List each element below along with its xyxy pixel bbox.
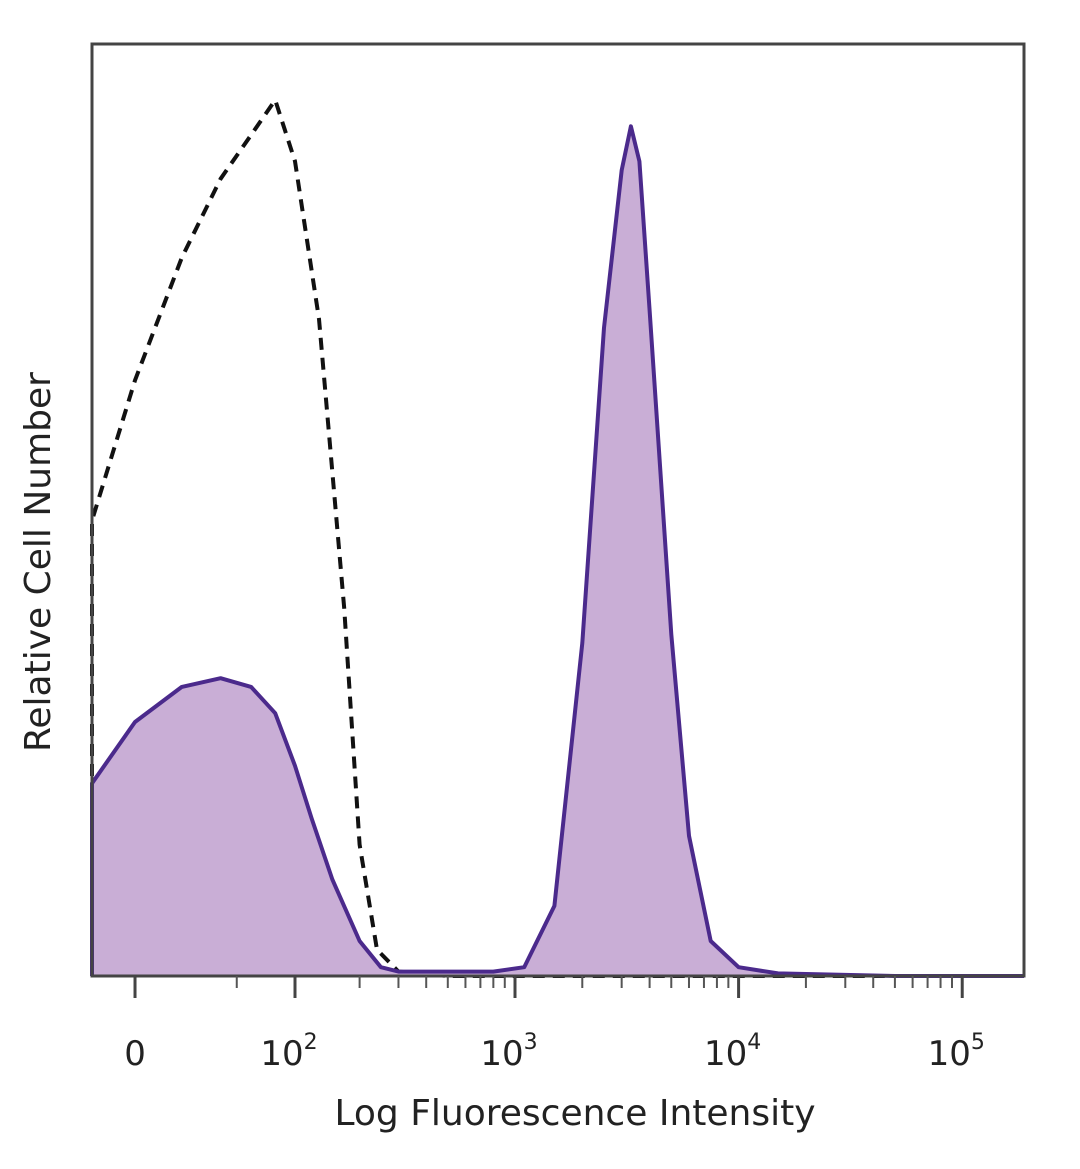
series-1-area [92,126,1024,977]
x-tick-label-2: 103 [480,1030,537,1074]
series-1-line [90,124,1024,978]
x-tick-label-3: 104 [704,1030,761,1074]
series-layer [90,98,1024,978]
y-axis-label: Relative Cell Number [18,372,59,752]
x-tick-label-0: 0 [124,1034,146,1074]
plot-frame [90,42,1026,978]
tick-layer: 0 102 103 104 105 [124,976,985,1074]
series-0-line [90,98,1024,978]
x-tick-label-1: 102 [260,1030,317,1074]
x-axis-label: Log Fluorescence Intensity [334,1093,815,1134]
x-tick-label-4: 105 [928,1030,985,1074]
